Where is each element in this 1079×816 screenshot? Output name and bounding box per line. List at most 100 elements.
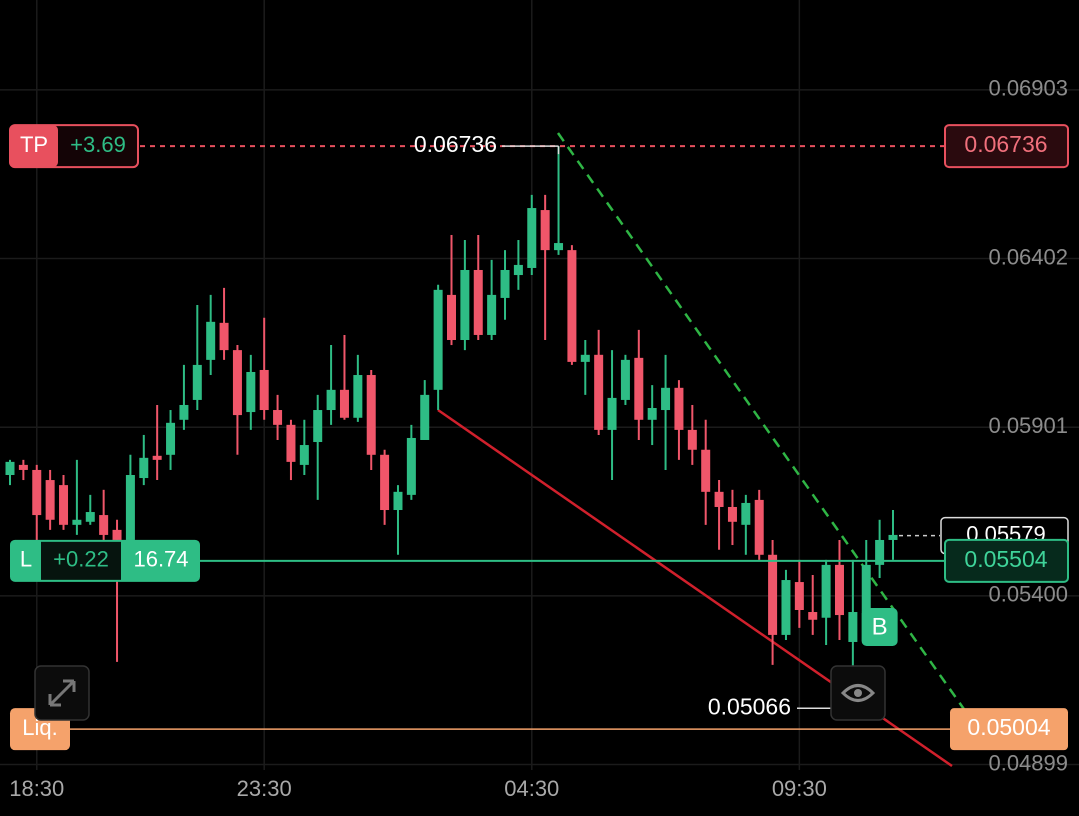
candle-body	[808, 612, 818, 620]
candle-body	[634, 357, 644, 420]
candle-body	[821, 564, 831, 618]
candle-body	[861, 564, 871, 613]
y-tick-label: 0.05901	[988, 413, 1068, 438]
x-tick-label: 09:30	[772, 776, 827, 801]
candle-body	[85, 512, 95, 522]
x-tick-label: 18:30	[9, 776, 64, 801]
candle-body	[727, 506, 737, 522]
candle-body	[299, 445, 309, 465]
candle-body	[72, 519, 82, 525]
candle-body	[527, 208, 537, 268]
y-tick-label: 0.06402	[988, 244, 1068, 269]
take-profit-price: 0.06736	[964, 131, 1047, 157]
candle-body	[393, 491, 403, 511]
candle-body	[259, 369, 269, 411]
candle-body	[888, 534, 898, 540]
visibility-button[interactable]	[830, 665, 886, 721]
candle-body	[406, 437, 416, 495]
candle-body	[152, 455, 162, 460]
position-label: L	[20, 547, 32, 572]
expand-icon	[48, 679, 76, 707]
low-label: 0.05066	[708, 693, 791, 719]
take-profit-pnl: +3.69	[70, 132, 126, 157]
y-tick-label: 0.04899	[988, 750, 1068, 775]
candle-body	[420, 394, 430, 440]
trade-marker: B	[872, 613, 888, 640]
candle-body	[580, 354, 590, 362]
candle-body	[768, 554, 778, 635]
candle-body	[500, 269, 510, 298]
candle-body	[661, 387, 671, 411]
candle-body	[554, 243, 564, 251]
candle-body	[366, 375, 376, 455]
candle-body	[701, 449, 711, 492]
candle-body	[687, 429, 697, 450]
candle-body	[741, 502, 751, 525]
candle-body	[594, 354, 604, 430]
candle-body	[206, 321, 216, 360]
candle-body	[179, 404, 189, 420]
candle-body	[232, 350, 242, 416]
candle-body	[313, 410, 323, 443]
candle-body	[567, 250, 577, 362]
position-price: 0.05504	[964, 546, 1047, 572]
candle-body	[59, 485, 69, 525]
candle-body	[848, 612, 858, 642]
candle-body	[166, 422, 176, 455]
candle-body	[513, 264, 523, 276]
x-tick-label: 04:30	[504, 776, 559, 801]
expand-button[interactable]	[34, 665, 90, 721]
candle-body	[460, 269, 470, 341]
position-price-box	[944, 538, 1069, 583]
trade-marker-bg[interactable]	[861, 608, 898, 646]
candle-body	[473, 269, 483, 335]
take-profit-tag	[10, 125, 58, 168]
y-tick-label: 0.05400	[988, 582, 1068, 607]
candle-body	[781, 580, 791, 635]
y-tick-label: 0.06903	[988, 76, 1068, 101]
candle-body	[380, 454, 390, 511]
candle-body	[607, 397, 617, 430]
candle-body	[139, 457, 149, 479]
x-tick-label: 23:30	[237, 776, 292, 801]
position-pnl-bg	[41, 541, 121, 580]
candle-body	[540, 210, 550, 251]
take-profit-price-box	[944, 124, 1069, 169]
candle-body	[32, 469, 42, 516]
candle-body	[99, 515, 109, 535]
liquidation-price: 0.05004	[967, 714, 1050, 740]
candle-body	[794, 582, 804, 610]
eye-pupil	[854, 689, 862, 697]
candle-body	[125, 475, 135, 540]
candle-body	[447, 294, 456, 341]
candle-body	[353, 375, 363, 418]
candle-body	[112, 529, 122, 540]
candle-body	[273, 410, 283, 425]
candle-body	[286, 424, 296, 462]
candle-body	[339, 389, 349, 418]
candle-body	[18, 464, 28, 470]
position-pnl: +0.22	[53, 547, 109, 572]
candle-body	[45, 480, 55, 520]
overlay: 0.06903 0.06402 0.05901 0.05400 0.04899 18:30…	[9, 76, 1069, 801]
eye-icon	[840, 684, 876, 702]
candle-body	[433, 289, 443, 390]
candle-body	[326, 389, 336, 411]
candle-body	[647, 408, 657, 420]
candle-body	[834, 564, 844, 616]
candle-body	[714, 491, 724, 507]
candle-body	[192, 364, 202, 400]
candle-body	[620, 359, 630, 400]
position-size: 16.74	[133, 547, 188, 572]
candle-body	[5, 461, 15, 476]
high-label: 0.06736	[414, 131, 497, 157]
liquidation-price-box	[950, 708, 1068, 751]
candle-body	[487, 294, 497, 335]
take-profit-label: TP	[20, 132, 48, 157]
candle-body	[246, 371, 256, 413]
candle-body	[875, 539, 885, 565]
candle-body	[754, 499, 764, 555]
